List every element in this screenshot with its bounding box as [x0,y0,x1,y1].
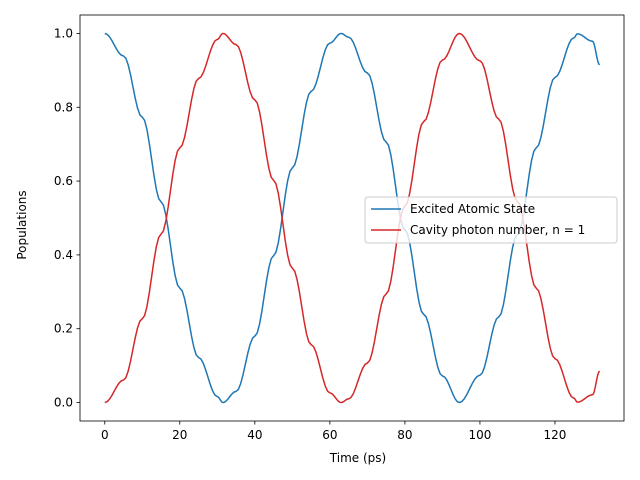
x-tick-label: 20 [172,428,187,442]
legend: Excited Atomic State Cavity photon number… [364,196,618,244]
series-line-1 [104,32,601,404]
x-axis-label: Time (ps) [329,451,386,465]
x-tick-label: 40 [247,428,262,442]
y-tick-label: 0.4 [54,248,73,262]
y-tick-label: 0.6 [54,174,73,188]
y-axis-label: Populations [15,190,29,259]
y-tick-label: 1.0 [54,26,73,40]
x-tick-label: 120 [544,428,567,442]
legend-label-2: Cavity photon number, n = 1 [410,223,585,237]
x-tick-label: 0 [101,428,109,442]
legend-box [364,196,618,244]
plot-area [104,32,601,404]
y-tick-label: 0.0 [54,396,73,410]
x-tick-label: 60 [322,428,337,442]
y-tick-label: 0.2 [54,322,73,336]
series-line-2 [104,32,601,404]
y-tick-label: 0.8 [54,100,73,114]
x-tick-label: 80 [397,428,412,442]
x-tick-label: 100 [468,428,491,442]
legend-label-1: Excited Atomic State [410,202,535,216]
axes-frame [79,14,625,422]
axes: 0 20 40 60 80 100 120 0.0 0.2 0.4 0.6 0.8 1.0 [54,14,625,442]
